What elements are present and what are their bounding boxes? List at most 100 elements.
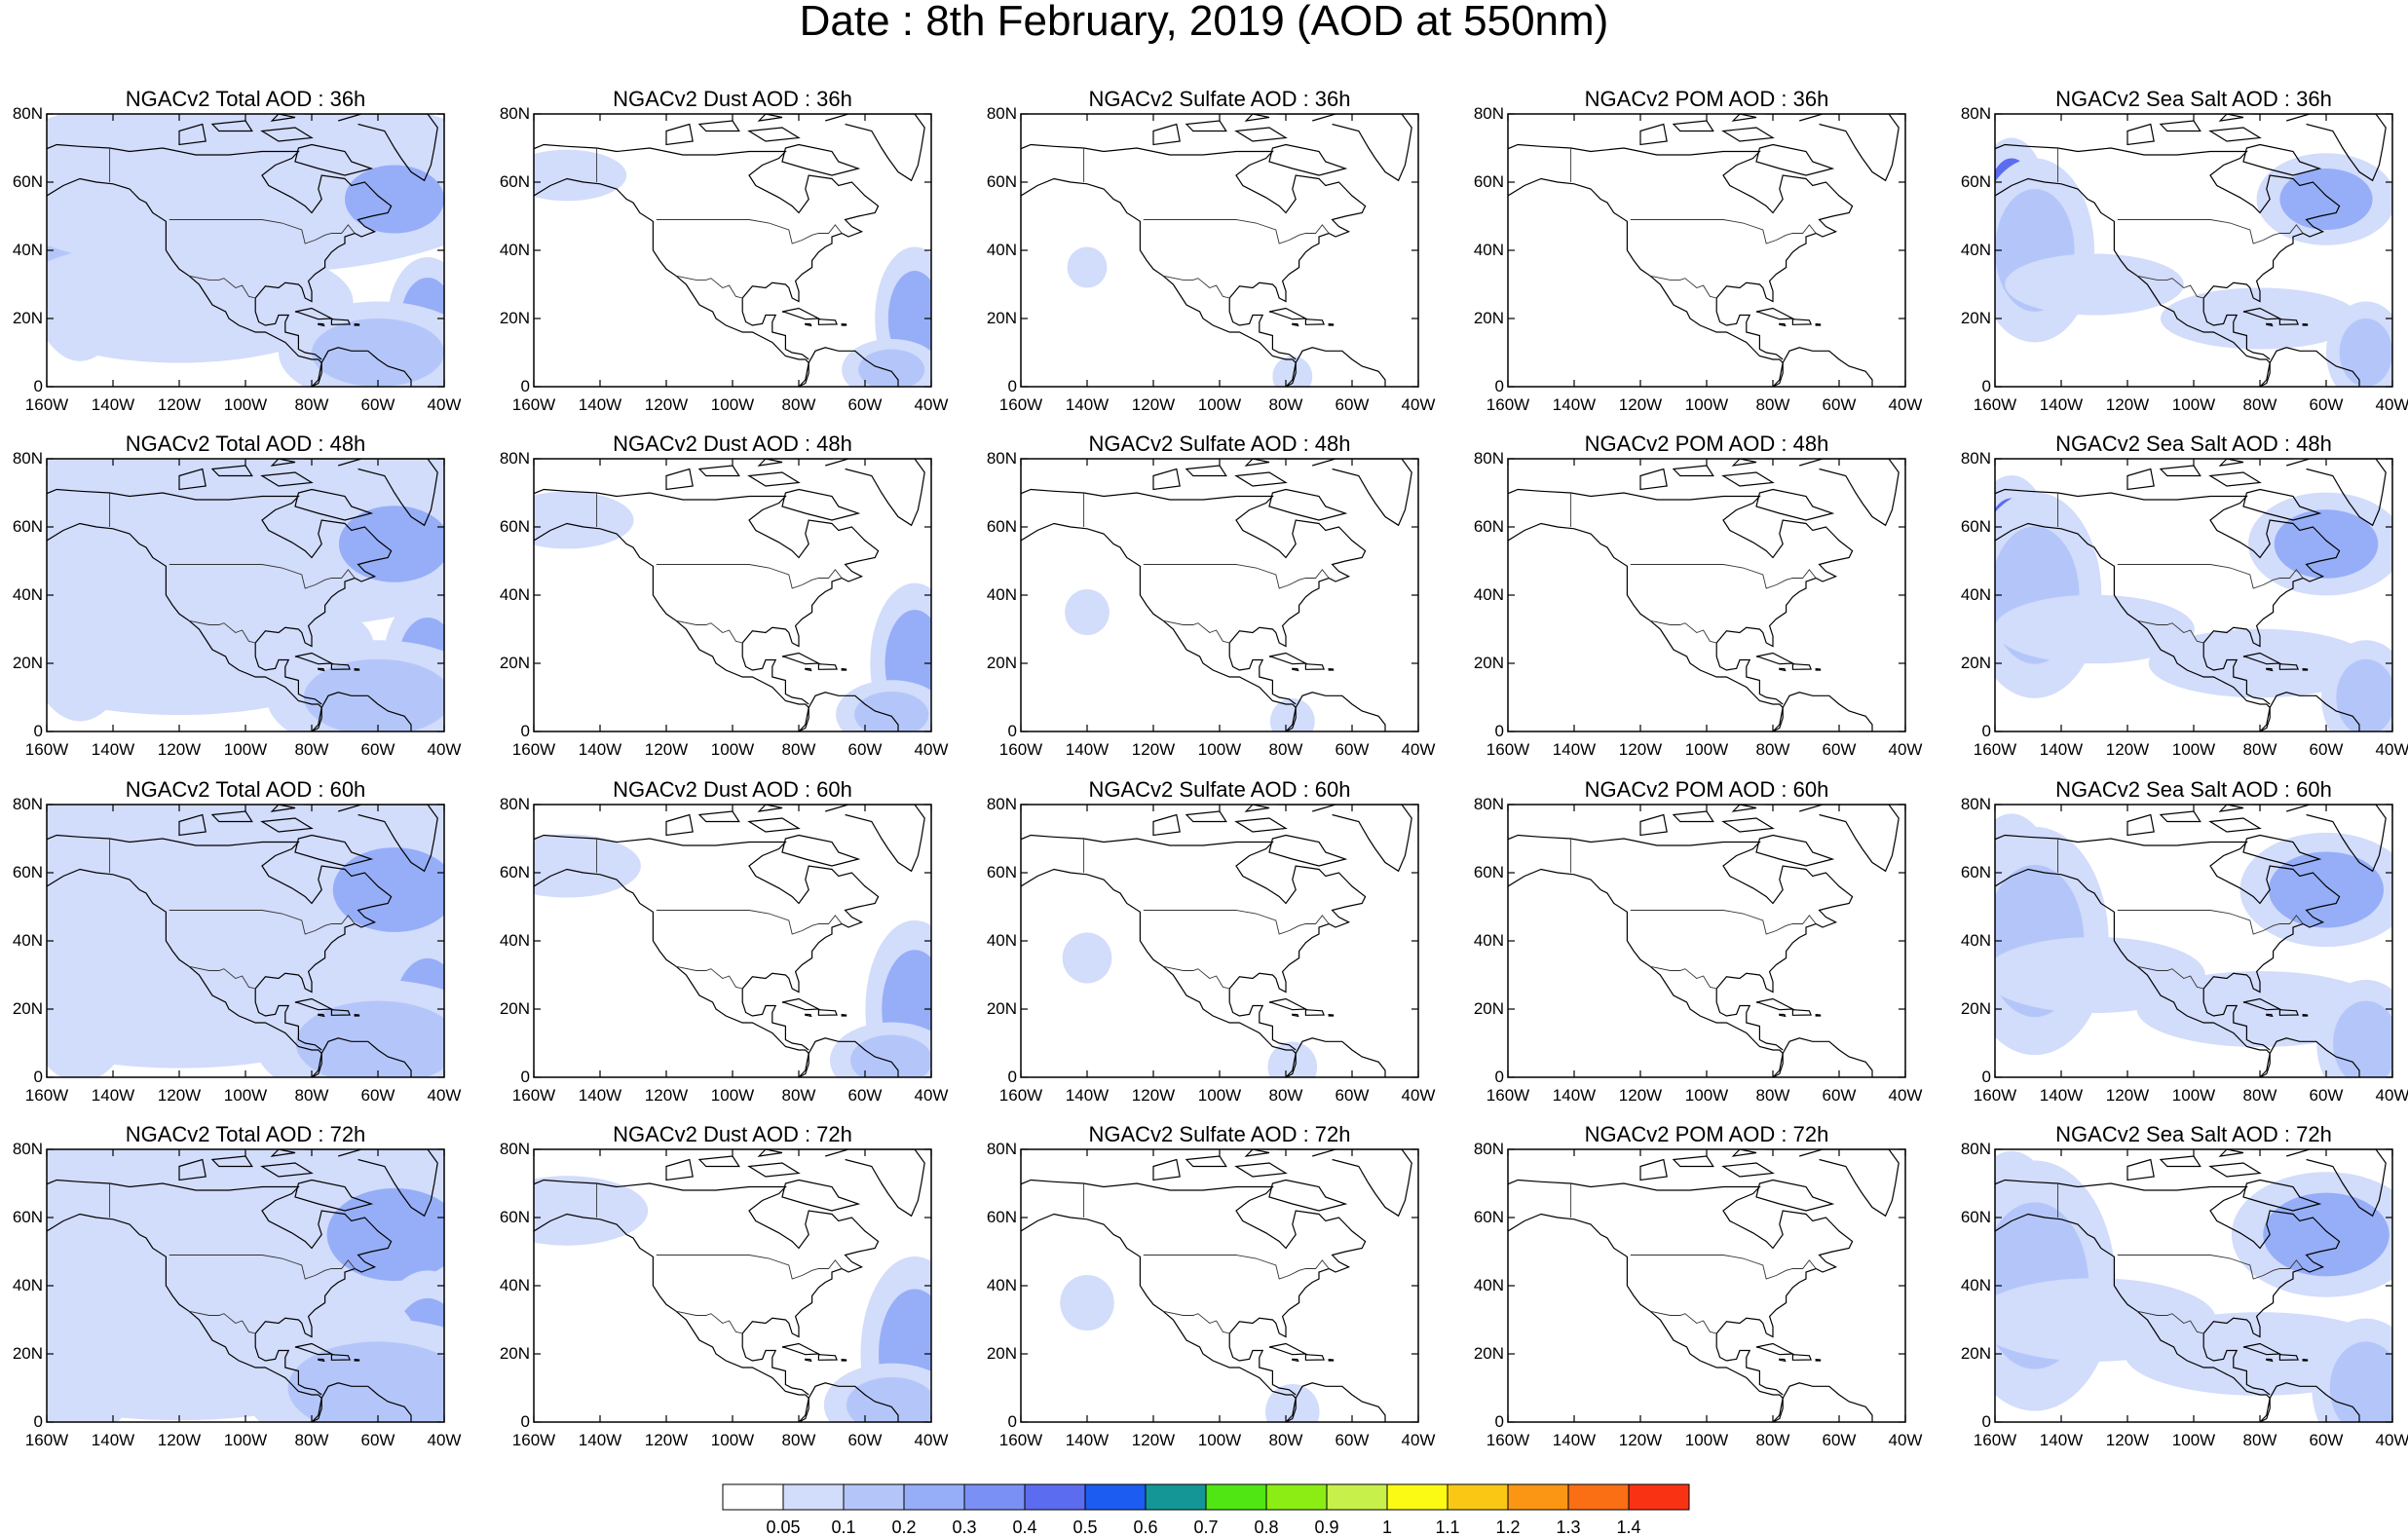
island-outline — [1234, 127, 1288, 142]
panel-title: NGACv2 Total AOD : 72h — [125, 1122, 366, 1146]
island-outline — [270, 1149, 296, 1157]
country-border — [1650, 275, 1717, 299]
x-tick-label: 40W — [427, 1431, 462, 1449]
island-outline — [781, 307, 821, 320]
x-tick-label: 100W — [1197, 1086, 1242, 1105]
island-outline — [1779, 1358, 1787, 1363]
country-border — [1143, 910, 1330, 935]
colorbar-swatch — [1326, 1483, 1388, 1511]
coastline — [1799, 1149, 1900, 1218]
y-tick-label: 0 — [1494, 377, 1504, 395]
coastline — [1508, 488, 1854, 705]
y-tick-label: 80N — [499, 795, 530, 813]
coastline — [1772, 1382, 1873, 1422]
y-tick-label: 20N — [1473, 309, 1504, 327]
x-tick-label: 40W — [427, 1086, 462, 1105]
y-tick-label: 0 — [1494, 722, 1504, 740]
island-outline — [757, 1149, 783, 1157]
x-tick-label: 120W — [2105, 1086, 2150, 1105]
x-tick-label: 160W — [998, 395, 1043, 414]
country-border — [1163, 619, 1230, 644]
island-outline — [1721, 817, 1775, 833]
coastline — [825, 114, 925, 182]
y-tick-label: 60N — [499, 1208, 530, 1226]
y-tick-label: 0 — [33, 722, 43, 740]
y-tick-label: 60N — [986, 172, 1017, 191]
country-border — [656, 219, 843, 244]
x-tick-label: 160W — [998, 740, 1043, 759]
coastline — [2286, 114, 2387, 182]
coastline — [1021, 1213, 1297, 1422]
island-outline — [294, 652, 334, 665]
y-tick-label: 80N — [1473, 104, 1504, 123]
colorbar-swatch — [782, 1483, 845, 1511]
y-tick-label: 40N — [12, 1276, 43, 1294]
y-tick-label: 20N — [1960, 1344, 1991, 1363]
aod-plume — [2279, 169, 2373, 230]
coastline — [1995, 522, 2271, 731]
colorbar-swatch — [1447, 1483, 1509, 1511]
island-outline — [294, 143, 374, 176]
island-outline — [2266, 1013, 2274, 1018]
x-tick-label: 100W — [223, 740, 268, 759]
y-tick-label: 80N — [986, 795, 1017, 813]
island-outline — [757, 114, 783, 122]
coastline — [1508, 1179, 1854, 1396]
panel-title: NGACv2 POM AOD : 36h — [1584, 87, 1829, 111]
island-outline — [2302, 667, 2309, 671]
island-outline — [1779, 667, 1787, 672]
x-tick-label: 40W — [914, 1431, 949, 1449]
y-tick-label: 40N — [1473, 931, 1504, 950]
y-tick-label: 40N — [499, 241, 530, 259]
island-outline — [841, 1358, 847, 1362]
island-outline — [210, 465, 253, 477]
island-outline — [2159, 810, 2201, 823]
island-outline — [1731, 1149, 1757, 1157]
island-outline — [1815, 1013, 1822, 1017]
country-border — [189, 619, 256, 644]
coastline — [1285, 692, 1386, 731]
country-border — [656, 1255, 843, 1280]
x-tick-label: 60W — [847, 1086, 883, 1105]
x-tick-label: 40W — [1888, 1086, 1923, 1105]
y-tick-label: 60N — [12, 517, 43, 536]
colorbar-label: 0.3 — [952, 1518, 977, 1537]
aod-plume — [2274, 509, 2379, 579]
colorbar-label: 1.1 — [1435, 1518, 1460, 1537]
island-outline — [1639, 468, 1668, 491]
island-outline — [747, 817, 801, 833]
x-tick-label: 160W — [1486, 740, 1530, 759]
country-border — [2117, 1255, 2304, 1280]
panel-sulfate-72h — [1020, 1148, 1419, 1423]
island-outline — [2266, 1358, 2274, 1363]
island-outline — [1234, 1162, 1288, 1178]
x-tick-label: 40W — [2375, 395, 2408, 414]
island-outline — [1244, 459, 1270, 467]
x-tick-label: 120W — [2105, 740, 2150, 759]
x-tick-label: 40W — [427, 395, 462, 414]
aod-plume — [49, 600, 310, 693]
island-outline — [1152, 813, 1181, 837]
coastline — [1995, 143, 2341, 360]
coastline — [47, 834, 393, 1051]
colorbar-swatch — [722, 1483, 784, 1511]
island-outline — [747, 471, 801, 487]
colorbar-label: 0.5 — [1072, 1518, 1098, 1537]
panel-title: NGACv2 Sulfate AOD : 72h — [1088, 1122, 1351, 1146]
y-tick-label: 20N — [986, 1344, 1017, 1363]
x-tick-label: 120W — [157, 395, 202, 414]
x-tick-label: 140W — [578, 395, 622, 414]
y-tick-label: 80N — [499, 449, 530, 468]
x-tick-label: 80W — [1268, 395, 1303, 414]
colorbar-label: 0.05 — [766, 1518, 801, 1537]
y-tick-label: 40N — [986, 1276, 1017, 1294]
x-tick-label: 140W — [91, 1086, 135, 1105]
x-tick-label: 120W — [157, 1431, 202, 1449]
y-tick-label: 80N — [986, 449, 1017, 468]
y-tick-label: 80N — [12, 1140, 43, 1158]
island-outline — [2208, 1162, 2262, 1178]
island-outline — [1755, 834, 1835, 867]
x-tick-label: 60W — [847, 740, 883, 759]
coastline — [1508, 522, 1784, 731]
coastline — [1995, 177, 2271, 387]
